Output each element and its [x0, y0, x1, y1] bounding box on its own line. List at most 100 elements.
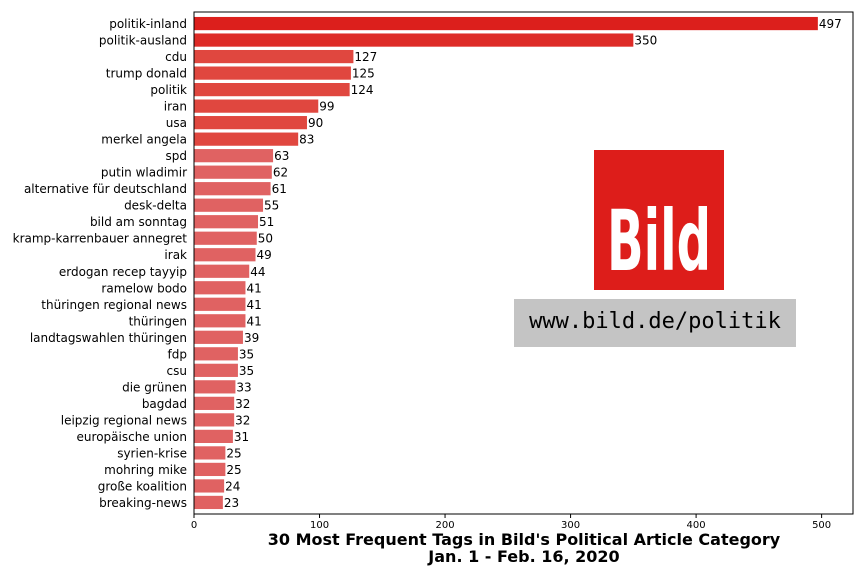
category-label: bagdad — [142, 397, 187, 411]
value-labels: 497 350 127 125 124 99 90 83 63 62 61 55 51 50 49 44 41 4… — [224, 17, 842, 510]
value-label: 63 — [274, 149, 289, 163]
category-label: große koalition — [98, 479, 187, 493]
value-label: 55 — [264, 199, 279, 213]
url-banner-background — [514, 299, 796, 347]
category-label: leipzig regional news — [61, 413, 187, 427]
bars-group — [194, 16, 818, 510]
bar — [194, 413, 235, 427]
bar — [194, 264, 250, 278]
category-label: iran — [164, 100, 187, 114]
bar — [194, 479, 225, 493]
bild-logo: Bild — [594, 150, 724, 290]
value-label: 124 — [351, 83, 374, 97]
bar — [194, 182, 271, 196]
value-label: 25 — [226, 446, 241, 460]
bar — [194, 198, 264, 212]
category-label: breaking-news — [99, 496, 187, 510]
value-label: 127 — [354, 50, 377, 64]
value-label: 497 — [819, 17, 842, 31]
bar — [194, 446, 226, 460]
bar — [194, 380, 236, 394]
category-label: bild am sonntag — [90, 215, 187, 229]
category-label: die grünen — [122, 380, 187, 394]
value-label: 90 — [308, 116, 323, 130]
x-tick-label: 200 — [436, 520, 455, 531]
value-label: 23 — [224, 496, 239, 510]
category-label: usa — [166, 116, 187, 130]
value-label: 350 — [634, 34, 657, 48]
bar — [194, 462, 226, 477]
category-label: putin wladimir — [101, 166, 187, 180]
value-label: 99 — [319, 100, 334, 114]
category-label: mohring mike — [104, 463, 187, 477]
x-tick-label: 0 — [191, 520, 197, 531]
category-label: europäische union — [77, 430, 187, 444]
bar — [194, 132, 299, 146]
value-label: 44 — [250, 265, 265, 279]
category-label: politik-ausland — [99, 34, 187, 48]
value-label: 62 — [273, 166, 288, 180]
value-label: 61 — [272, 182, 287, 196]
value-label: 83 — [299, 133, 314, 147]
bar — [194, 215, 259, 229]
value-label: 25 — [226, 463, 241, 477]
bar — [194, 231, 257, 245]
value-label: 35 — [239, 347, 254, 361]
value-label: 125 — [352, 67, 375, 81]
x-axis-ticks: 0 100 200 300 400 500 — [191, 514, 831, 531]
category-label: irak — [164, 248, 187, 262]
value-label: 41 — [246, 298, 261, 312]
value-label: 24 — [225, 479, 240, 493]
category-label: thüringen regional news — [41, 298, 187, 312]
x-tick-label: 400 — [687, 520, 706, 531]
bar — [194, 314, 246, 328]
bar — [194, 165, 272, 179]
category-label: csu — [167, 364, 187, 378]
value-label: 33 — [236, 380, 251, 394]
category-labels: politik-inland politik-ausland cdu trump do… — [13, 17, 188, 510]
url-banner: www.bild.de/politik — [514, 299, 796, 347]
category-label: cdu — [165, 50, 187, 64]
bar — [194, 297, 246, 311]
bar — [194, 66, 351, 80]
category-label: syrien-krise — [117, 446, 187, 460]
value-label: 50 — [258, 232, 273, 246]
value-label: 31 — [234, 430, 249, 444]
category-label: fdp — [168, 347, 187, 361]
axes-frame — [193, 11, 854, 515]
x-tick-label: 100 — [310, 520, 329, 531]
category-label: politik-inland — [109, 17, 187, 31]
bar — [194, 347, 238, 361]
value-label: 35 — [239, 364, 254, 378]
bar — [194, 99, 319, 113]
value-label: 32 — [235, 413, 250, 427]
value-label: 39 — [244, 331, 259, 345]
bar — [194, 49, 354, 64]
bar — [194, 429, 233, 443]
value-label: 32 — [235, 397, 250, 411]
category-label: alternative für deutschland — [24, 182, 187, 196]
bar — [194, 16, 818, 31]
category-label: ramelow bodo — [101, 281, 187, 295]
category-label: landtagswahlen thüringen — [30, 331, 187, 345]
category-label: spd — [166, 149, 188, 163]
bar — [194, 116, 307, 130]
url-banner-text: www.bild.de/politik — [529, 309, 781, 334]
x-tick-label: 500 — [812, 520, 831, 531]
x-tick-label: 300 — [561, 520, 580, 531]
category-label: erdogan recep tayyip — [59, 265, 187, 279]
value-label: 41 — [246, 281, 261, 295]
bar — [194, 248, 256, 262]
bild-logo-text: Bild — [607, 192, 711, 290]
chart-title: 30 Most Frequent Tags in Bild's Politica… — [268, 530, 781, 549]
bar — [194, 495, 223, 510]
bar — [194, 33, 634, 47]
category-label: merkel angela — [101, 133, 187, 147]
value-label: 41 — [246, 314, 261, 328]
chart-subtitle: Jan. 1 - Feb. 16, 2020 — [427, 547, 619, 566]
bar — [194, 281, 246, 295]
bild-logo-background — [594, 150, 724, 290]
category-label: trump donald — [106, 67, 187, 81]
value-label: 49 — [257, 248, 272, 262]
